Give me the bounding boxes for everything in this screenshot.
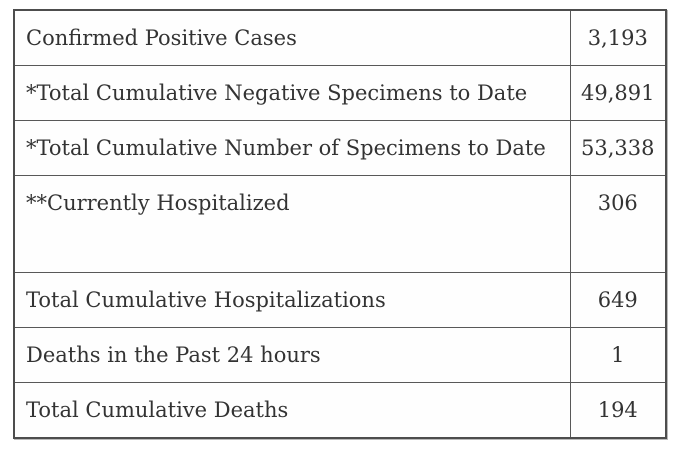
metric-value: 49,891 bbox=[569, 65, 667, 121]
metric-label: Total Cumulative Hospitalizations bbox=[13, 272, 571, 328]
table-row: **Currently Hospitalized 306 bbox=[13, 175, 667, 273]
table-row: Deaths in the Past 24 hours 1 bbox=[13, 327, 667, 383]
metric-value: 194 bbox=[569, 382, 667, 439]
table-row: Confirmed Positive Cases 3,193 bbox=[13, 9, 667, 66]
table-row: Total Cumulative Hospitalizations 649 bbox=[13, 272, 667, 328]
metric-label: *Total Cumulative Negative Specimens to … bbox=[13, 65, 571, 121]
metric-label: **Currently Hospitalized bbox=[13, 175, 571, 273]
metric-label: Total Cumulative Deaths bbox=[13, 382, 571, 439]
statistics-table-body: Confirmed Positive Cases 3,193 *Total Cu… bbox=[13, 9, 667, 439]
metric-label: Confirmed Positive Cases bbox=[13, 9, 571, 66]
statistics-table: Confirmed Positive Cases 3,193 *Total Cu… bbox=[13, 9, 667, 439]
table-row: *Total Cumulative Negative Specimens to … bbox=[13, 65, 667, 121]
metric-label: Deaths in the Past 24 hours bbox=[13, 327, 571, 383]
metric-value: 649 bbox=[569, 272, 667, 328]
metric-value: 306 bbox=[569, 175, 667, 273]
metric-label: *Total Cumulative Number of Specimens to… bbox=[13, 120, 571, 176]
metric-value: 1 bbox=[569, 327, 667, 383]
table-row: Total Cumulative Deaths 194 bbox=[13, 382, 667, 439]
metric-value: 53,338 bbox=[569, 120, 667, 176]
table-row: *Total Cumulative Number of Specimens to… bbox=[13, 120, 667, 176]
metric-value: 3,193 bbox=[569, 9, 667, 66]
